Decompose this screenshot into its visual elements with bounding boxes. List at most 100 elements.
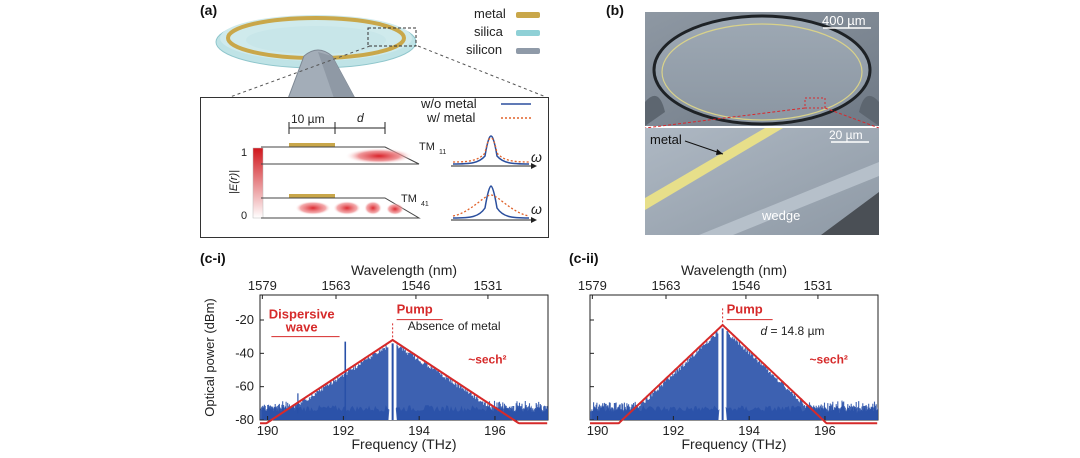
silicon-pillar-shade [318, 52, 358, 104]
spectrum-top-w [452, 137, 530, 163]
sem-image-bottom [645, 128, 879, 235]
legend-silicon-swatch [516, 48, 540, 54]
legend-w-metal: w/ metal [426, 110, 476, 125]
x-tick-label-3: 196 [484, 423, 506, 438]
top-tick-label-1: 1563 [652, 278, 681, 293]
top-tick-label-0: 1579 [578, 278, 607, 293]
sem-scale-top-label: 400 µm [822, 13, 866, 28]
annotation-pump: Pump [727, 301, 763, 316]
mode-tm41-lobe-2 [333, 201, 361, 215]
legend-wo-metal: w/o metal [420, 98, 477, 111]
top-axis-label: Wavelength (nm) [351, 262, 457, 278]
spectrum-chart-ci: 190 192 194 196 1579 1563 1546 1531 -20 -40 -60 -80… [202, 262, 549, 452]
mode-tm41-lobe-4 [386, 203, 404, 215]
annotation-d-value: d = 14.8 µm [761, 324, 825, 338]
spectrum-bottom-wo [452, 185, 530, 219]
panel-cii-label: (c-ii) [569, 250, 599, 266]
noise-floor [260, 405, 548, 420]
mode-tm11-sub: 11 [439, 149, 446, 156]
x-tick-label-2: 194 [738, 423, 760, 438]
annotation-wave: wave [285, 320, 318, 335]
y-axis-label: Optical power (dBm) [202, 298, 217, 416]
sem-scale-bottom-label: 20 µm [829, 128, 863, 142]
sech-envelope [260, 338, 548, 425]
y-tick-label-3: -80 [235, 412, 254, 427]
sem-disk [652, 14, 872, 126]
annotation-dispersive: Dispersive [269, 306, 335, 321]
mode-tm41-sub: 41 [421, 201, 429, 208]
sem-substrate [821, 192, 879, 235]
metal-strip-bottom [289, 194, 335, 198]
omega-bottom: ω [531, 201, 542, 217]
x-axis-label: Frequency (THz) [681, 436, 786, 452]
top-tick-label-0: 1579 [248, 278, 277, 293]
comb-lines [591, 330, 878, 420]
top-tick-label-3: 1531 [473, 278, 502, 293]
x-tick-label-1: 192 [663, 423, 685, 438]
legend-silicon-label: silicon [466, 42, 503, 57]
mode-profile-inset: 1 0 |E(r)| 10 µm d TM 11 TM 41 w/o metal… [200, 96, 549, 238]
top-axis-label: Wavelength (nm) [681, 262, 787, 278]
sem-image-top [645, 12, 879, 126]
panel-b-label: (b) [606, 2, 624, 18]
spectrum-top-wo [452, 135, 530, 165]
colorbar-label: |E(r)| [228, 170, 240, 194]
sem-pedestal-right [859, 95, 879, 126]
annotation-d-symbol: d [761, 324, 768, 338]
field-colorbar [252, 147, 264, 219]
top-tick-label-2: 1546 [401, 278, 430, 293]
sem-zoom-connectors [645, 107, 879, 129]
dimension-10um: 10 µm [291, 112, 325, 126]
panel-a-label: (a) [200, 2, 218, 18]
annotation-sech: ~sech² [468, 352, 506, 366]
annotation-sech: ~sech² [810, 352, 848, 366]
mode-tm11-label: TM [419, 141, 435, 153]
y-tick-label-0: -20 [235, 312, 254, 327]
legend-silica-label: silica [474, 24, 503, 39]
x-tick-label-1: 192 [333, 423, 355, 438]
spectrum-chart-cii: 190 192 194 196 1579 1563 1546 1531 Wavelength (… [578, 262, 879, 452]
colorbar-max: 1 [241, 147, 247, 159]
mode-profile-svg: 1 0 |E(r)| 10 µm d TM 11 TM 41 w/o metal… [228, 96, 542, 223]
mode-tm41-lobe-1 [295, 201, 331, 215]
legend-metal-label: metal [474, 6, 506, 21]
legend-metal-swatch [516, 12, 540, 18]
sem-metal-ring [661, 23, 863, 121]
sem-pedestal [645, 95, 665, 126]
x-axis-label: Frequency (THz) [351, 436, 456, 452]
spectrum-top-arrow [531, 163, 537, 169]
spectrum-bottom-w [452, 194, 530, 217]
top-tick-label-1: 1563 [322, 278, 351, 293]
x-tick-label-3: 196 [814, 423, 836, 438]
sem-metal-strip [645, 128, 783, 210]
annotation-pump: Pump [397, 301, 433, 316]
sem-wedge-edge [699, 162, 879, 235]
sem-metal-pointer-head [716, 149, 723, 155]
panel-ci-label: (c-i) [200, 250, 226, 266]
mode-tm11 [345, 148, 413, 164]
resonator-3d-illustration [215, 15, 417, 105]
noise-floor [590, 405, 878, 420]
spectrum-bottom-arrow [531, 217, 537, 223]
y-tick-label-2: -60 [235, 379, 254, 394]
dimension-d: d [357, 111, 364, 125]
y-tick-label-1: -40 [235, 345, 254, 360]
omega-top: ω [531, 149, 542, 165]
legend-silica-swatch [516, 30, 540, 36]
zoom-leader-lines [229, 45, 547, 98]
zoom-box [367, 27, 417, 47]
x-tick-label-0: 190 [587, 423, 609, 438]
top-tick-label-3: 1531 [803, 278, 832, 293]
disk-center [246, 26, 386, 54]
annotation-d-number: = 14.8 µm [767, 324, 824, 338]
mode-tm41-label: TM [401, 193, 417, 205]
sem-zoom-box [804, 97, 826, 109]
metal-strip-top [289, 143, 335, 147]
sem-metal-label: metal [650, 132, 682, 147]
colorbar-min: 0 [241, 210, 247, 222]
sem-wedge-label: wedge [762, 208, 801, 223]
top-tick-label-2: 1546 [731, 278, 760, 293]
x-tick-label-0: 190 [257, 423, 279, 438]
sech-envelope [590, 323, 878, 425]
annotation-absence: Absence of metal [408, 319, 501, 333]
